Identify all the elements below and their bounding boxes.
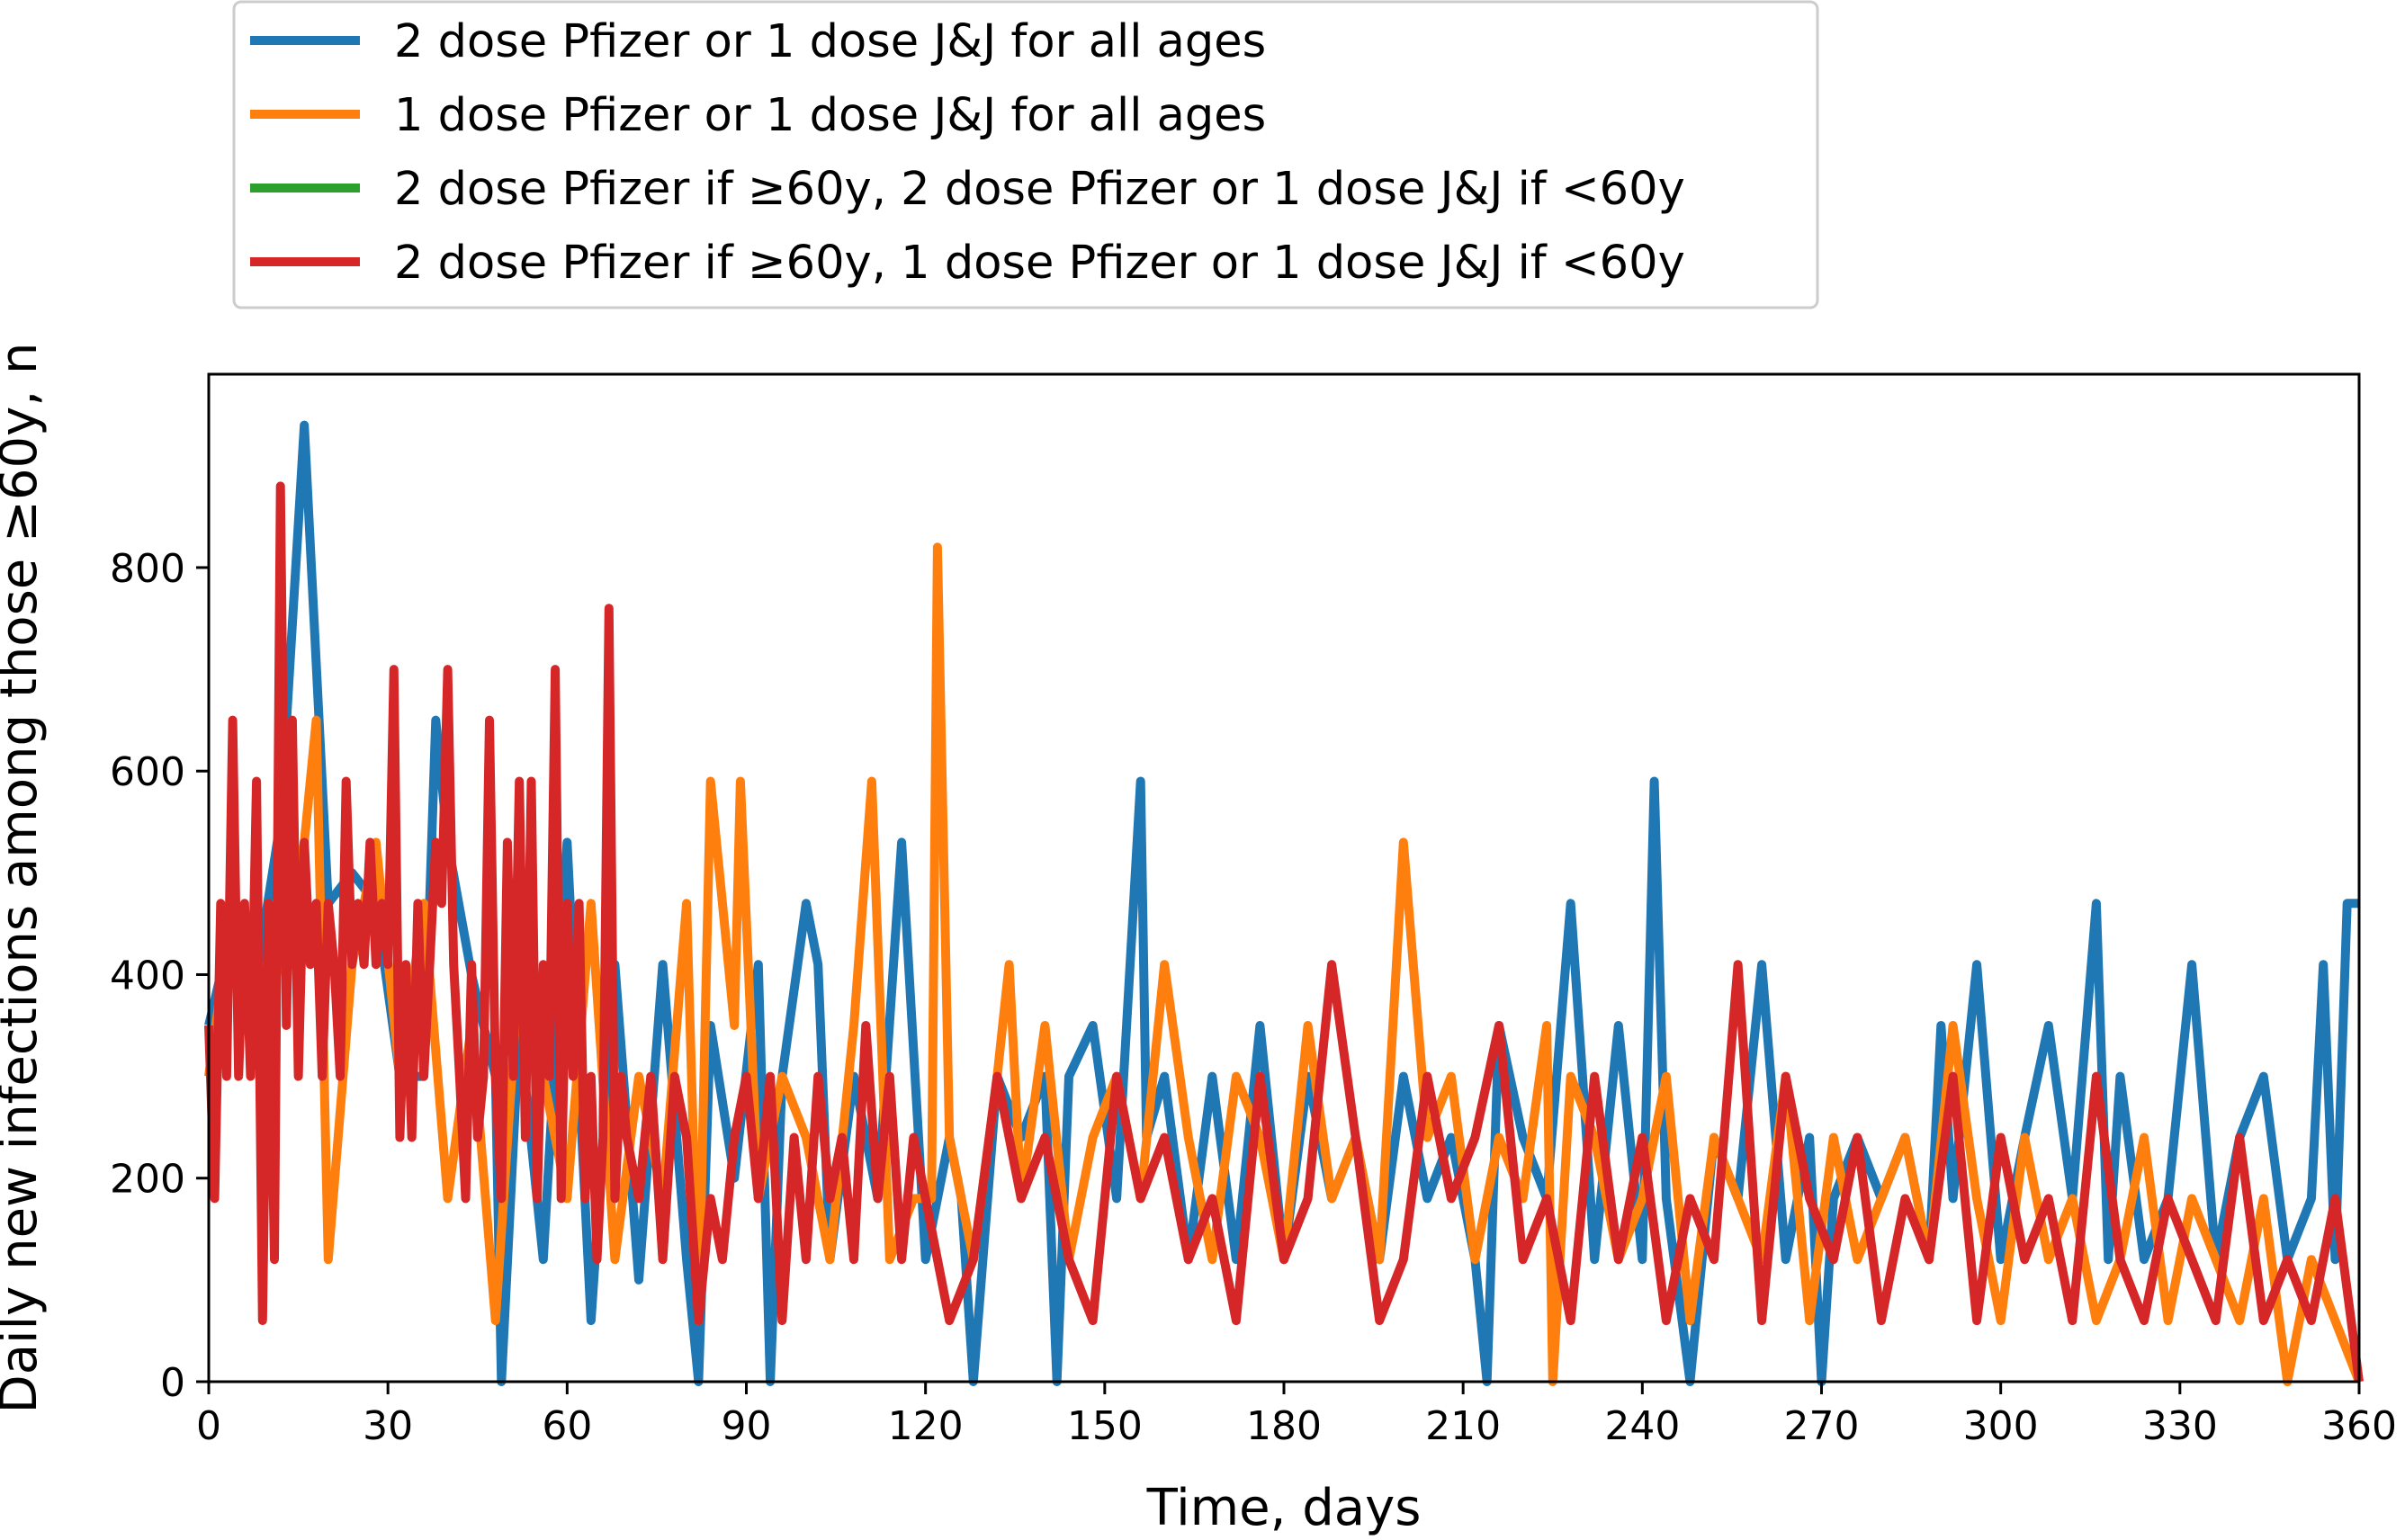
x-axis-title: Time, days: [1146, 1479, 1422, 1537]
y-tick-label: 0: [160, 1360, 185, 1406]
x-tick-label: 210: [1425, 1403, 1501, 1449]
y-tick-label: 200: [110, 1157, 185, 1203]
x-tick-label: 0: [196, 1403, 221, 1449]
series-line-2: [204, 542, 2364, 1386]
x-tick-label: 240: [1604, 1403, 1680, 1449]
x-tick-label: 300: [1963, 1403, 2039, 1449]
y-tick-label: 600: [110, 749, 185, 795]
x-axis: 0 30 60 90 120 150 180 210 240 270 300 330 360: [196, 1382, 2397, 1449]
legend-box: [232, 0, 1819, 309]
legend-label-4: 2 dose Pfizer if ≥60y, 1 dose Pfizer or …: [394, 237, 1685, 290]
legend-label-3: 2 dose Pfizer if ≥60y, 2 dose Pfizer or …: [394, 163, 1685, 216]
x-tick-label: 150: [1067, 1403, 1143, 1449]
legend-label-1: 2 dose Pfizer or 1 dose J&J for all ages: [394, 15, 1266, 68]
y-tick-label: 400: [110, 953, 185, 998]
x-tick-label: 330: [2142, 1403, 2218, 1449]
legend: 2 dose Pfizer or 1 dose J&J for all ages…: [232, 0, 1819, 309]
x-tick-label: 120: [888, 1403, 964, 1449]
y-tick-label: 800: [110, 546, 185, 592]
series-group: [204, 420, 2364, 1386]
x-tick-label: 180: [1246, 1403, 1322, 1449]
series-line-4: [204, 481, 2364, 1383]
x-tick-label: 60: [542, 1403, 592, 1449]
x-tick-label: 360: [2321, 1403, 2397, 1449]
x-tick-label: 30: [363, 1403, 413, 1449]
y-axis-title: Daily new infections among those ≥60y, n: [0, 343, 49, 1414]
x-tick-label: 270: [1784, 1403, 1860, 1449]
x-tick-label: 90: [722, 1403, 772, 1449]
legend-label-2: 1 dose Pfizer or 1 dose J&J for all ages: [394, 89, 1266, 142]
y-axis: 0 200 400 600 800: [110, 546, 209, 1406]
